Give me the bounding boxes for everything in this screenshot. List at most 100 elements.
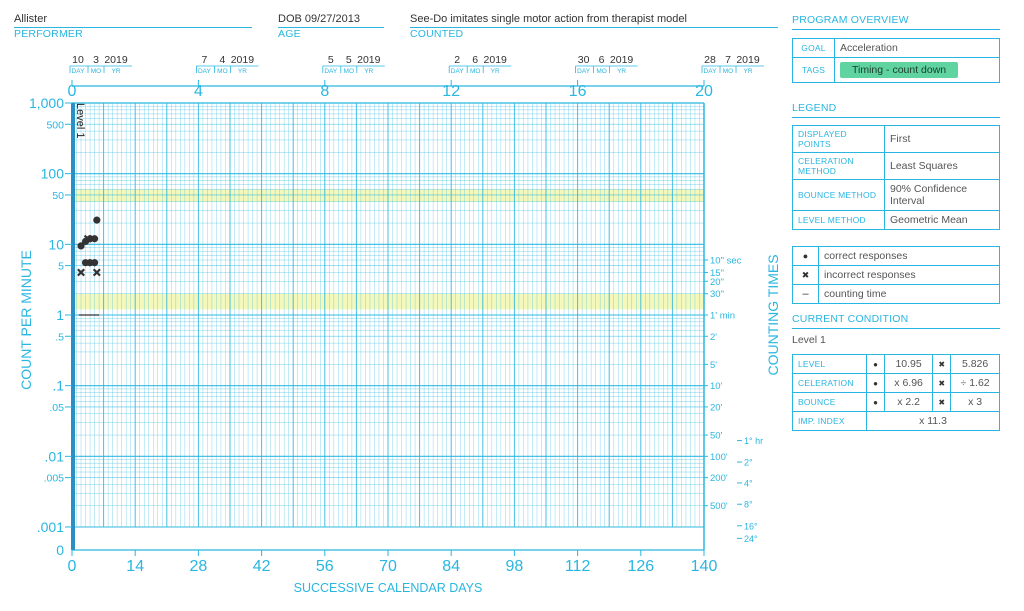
top-date: 7 4 2019 DAY MO YR [195,54,259,75]
x-tick-label: 56 [316,558,334,575]
goal-label: GOAL [792,38,835,58]
counting-hour-label: 2° [744,458,753,468]
correct-point [77,242,85,250]
date-value: 2 [454,54,460,66]
top-date: 10 3 2019 DAY MO YR [69,54,132,75]
counting-time-label: 20' [710,402,723,413]
date-sublabel: MO [596,68,606,75]
stat-label: LEVEL [792,354,867,374]
y-tick-label: .01 [45,448,65,464]
date-value: 5 [328,54,334,66]
current-condition-panel: CURRENT CONDITION Level 1 LEVEL ● 10.95 … [792,313,1000,431]
y-tick-label: .1 [52,378,64,394]
right-axis-title: COUNTING TIMES [765,254,781,375]
counting-time-label: 50' [710,431,723,442]
stat-correct: 10.95 [883,354,934,374]
date-value: 2019 [231,54,255,66]
age-value: DOB 09/27/2013 [278,13,384,28]
date-sublabel: YR [364,68,373,75]
y-tick-label: 50 [52,190,64,202]
date-sublabel: DAY [704,68,718,75]
date-value: 4 [219,54,225,66]
legend-row-label: LEVEL METHOD [792,210,885,230]
x-tick-label: 112 [565,558,591,575]
legend-row-value: First [884,125,1000,153]
date-sublabel: YR [111,68,120,75]
stat-label: CELERATION [792,373,867,393]
date-value: 6 [599,54,605,66]
date-value: 2019 [104,54,128,66]
date-sublabel: MO [344,68,354,75]
x-tick-label: 0 [68,558,77,575]
incorrect-point [92,268,101,277]
x-tick-label: 42 [253,558,271,575]
date-sublabel: YR [617,68,626,75]
condition-stats-table: LEVEL ● 10.95 ✖ 5.826 CELERATION ● x 6.9… [792,354,1000,431]
y-tick-label: 100 [41,166,65,182]
program-overview-panel: PROGRAM OVERVIEW GOAL Acceleration TAGS … [792,14,1000,83]
date-sublabel: DAY [198,68,212,75]
counting-time-label: 500' [710,501,728,512]
x-tick-label: 98 [506,558,524,575]
counting-time-label: 2' [710,332,717,343]
x-tick-label: 28 [190,558,208,575]
counted-label: COUNTED [410,28,464,40]
top-tick-label: 4 [194,83,203,100]
x-tick-label: 126 [627,558,654,575]
legend-title: LEGEND [792,102,1000,118]
date-sublabel: DAY [72,68,86,75]
legend-panel: LEGEND DISPLAYED POINTS First CELERATION… [792,102,1000,304]
y-tick-label: .005 [44,473,65,485]
phase-change-line [71,103,75,550]
program-overview-table: GOAL Acceleration TAGS Timing - count do… [792,38,1000,83]
date-sublabel: YR [743,68,752,75]
goal-value: Acceleration [834,38,1000,58]
legend-row-label: BOUNCE METHOD [792,179,885,211]
age-label: AGE [278,28,301,40]
counting-time-label: 100' [710,452,728,463]
performer-label: PERFORMER [14,28,83,40]
date-value: 2019 [357,54,381,66]
legend-settings-table: DISPLAYED POINTS First CELERATION METHOD… [792,125,1000,230]
date-sublabel: MO [470,68,480,75]
cross-icon: ✖ [932,354,952,374]
counted-value: See-Do imitates single motor action from… [410,13,778,28]
dot-icon: ● [866,354,885,374]
counting-time-label: 1' min [710,311,735,322]
top-date: 5 5 2019 DAY MO YR [322,54,385,75]
date-sublabel: YR [491,68,500,75]
imp-index-label: IMP. INDEX [792,411,867,431]
legend-row-label: CELERATION METHOD [792,152,885,180]
y-tick-label: .05 [49,402,64,414]
stat-correct: x 2.2 [883,392,934,412]
date-value: 28 [704,54,716,66]
top-date: 30 6 2019 DAY MO YR [575,54,638,75]
counted-field: See-Do imitates single motor action from… [410,13,778,40]
date-value: 10 [72,54,84,66]
y-axis-title: COUNT PER MINUTE [18,250,34,390]
age-field: DOB 09/27/2013 AGE [278,13,384,40]
top-tick-label: 12 [442,83,460,100]
cross-icon: ✖ [792,265,819,285]
legend-row-label: DISPLAYED POINTS [792,125,885,153]
stat-correct: x 6.96 [883,373,934,393]
date-value: 7 [201,54,207,66]
legend-row-value: 90% Confidence Interval [884,179,1000,211]
counting-hour-label: 8° [744,500,753,510]
stat-incorrect: ÷ 1.62 [950,373,1000,393]
incorrect-point [83,234,92,243]
y-tick-label: 500 [46,119,64,131]
legend-symbols-table: ● correct responses ✖ incorrect response… [792,246,1000,304]
x-tick-label: 14 [126,558,144,575]
date-sublabel: YR [238,68,247,75]
performer-field: Allister PERFORMER [14,13,252,40]
y-tick-label: 5 [58,261,64,273]
top-tick-label: 20 [695,83,713,100]
counting-time-label: 5' [710,360,717,371]
date-sublabel: DAY [451,68,465,75]
correct-point [93,216,101,224]
tag-chip[interactable]: Timing - count down [840,62,959,78]
date-sublabel: DAY [577,68,591,75]
y-tick-label: .001 [37,519,64,535]
dot-icon: ● [866,392,885,412]
